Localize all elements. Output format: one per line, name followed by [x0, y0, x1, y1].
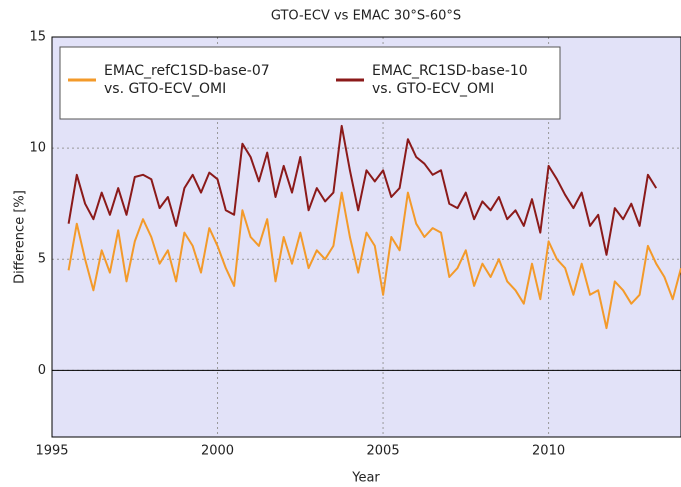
- legend-box: [59, 46, 561, 120]
- legend-label: EMAC_refC1SD-base-07 vs. GTO-ECV_OMI: [104, 63, 270, 97]
- plot-frame: [51, 36, 681, 438]
- data-line: [67, 191, 681, 330]
- x-tick-label: 2010: [532, 444, 565, 459]
- legend-label: EMAC_RC1SD-base-10 vs. GTO-ECV_OMI: [372, 63, 528, 97]
- x-axis-label: Year: [351, 471, 380, 486]
- y-tick-label: 5: [38, 252, 46, 267]
- x-tick-label: 2000: [201, 444, 234, 459]
- data-line: [67, 124, 658, 256]
- x-tick-label: 2005: [367, 444, 400, 459]
- y-tick-label: 10: [29, 141, 46, 156]
- y-axis-label: Difference [%]: [13, 190, 28, 284]
- chart-title: GTO-ECV vs EMAC 30°S-60°S: [271, 9, 461, 24]
- y-tick-label: 15: [29, 30, 46, 45]
- y-tick-label: 0: [38, 363, 46, 378]
- x-tick-label: 1995: [35, 444, 68, 459]
